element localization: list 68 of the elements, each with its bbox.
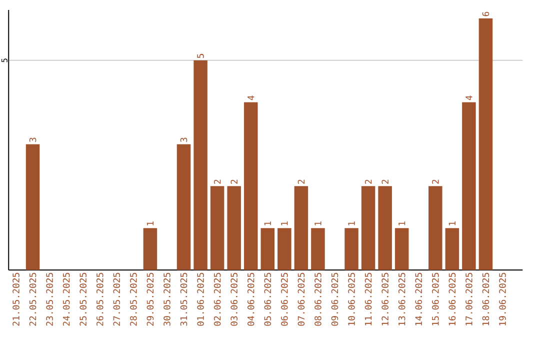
- x-tick-label: 23.05.2025: [46, 272, 53, 326]
- data-label: 2: [432, 180, 439, 184]
- data-label: 1: [448, 222, 456, 226]
- x-tick-label: 08.06.2025: [314, 272, 322, 326]
- x-tick-label: 30.05.2025: [164, 272, 170, 326]
- x-tick-label: 26.05.2025: [96, 272, 104, 326]
- x-tick-label: 13.06.2025: [398, 272, 406, 326]
- x-tick-label: 14.06.2025: [415, 272, 422, 326]
- bar: [294, 186, 308, 270]
- data-label: 3: [29, 138, 36, 142]
- x-tick-label: 12.06.2025: [382, 272, 388, 326]
- x-tick-label: 09.06.2025: [331, 272, 338, 326]
- x-tick-label: 28.05.2025: [130, 272, 137, 326]
- bar: [194, 60, 208, 270]
- x-tick-label: 05.06.2025: [264, 272, 272, 326]
- x-tick-label: 31.05.2025: [180, 272, 188, 326]
- x-tick-label: 21.05.2025: [12, 272, 20, 326]
- x-tick-label: 11.06.2025: [364, 272, 372, 326]
- data-label: 2: [214, 180, 221, 184]
- bar: [176, 144, 191, 270]
- bar: [143, 228, 158, 270]
- bar: [478, 18, 493, 270]
- data-label: 2: [230, 180, 238, 184]
- x-tick-label: 03.06.2025: [230, 272, 238, 326]
- x-tick-label: 22.05.2025: [29, 272, 36, 326]
- x-tick-label: 29.05.2025: [146, 272, 154, 326]
- data-label: 2: [364, 180, 372, 184]
- data-label: 1: [146, 222, 154, 226]
- x-tick-label: 17.06.2025: [466, 272, 472, 326]
- bar: [344, 228, 358, 270]
- x-tick-label: 01.06.2025: [197, 272, 204, 326]
- data-label: 1: [281, 222, 288, 226]
- data-label: 4: [466, 96, 472, 100]
- bar: [227, 186, 241, 270]
- data-label: 6: [482, 12, 490, 16]
- data-label: 2: [382, 180, 388, 184]
- data-label: 5: [197, 54, 204, 58]
- data-label: 1: [348, 222, 355, 226]
- bar: [260, 228, 275, 270]
- x-tick-label: 15.06.2025: [432, 272, 439, 326]
- x-tick-label: 06.06.2025: [281, 272, 288, 326]
- x-tick-label: 24.05.2025: [62, 272, 70, 326]
- bar: [394, 228, 409, 270]
- bar: [311, 228, 325, 270]
- x-tick-label: 07.06.2025: [298, 272, 305, 326]
- x-tick-label: 04.06.2025: [247, 272, 254, 326]
- x-tick-label: 27.05.2025: [113, 272, 120, 326]
- bar: [210, 186, 224, 270]
- data-label: 1: [264, 222, 271, 226]
- data-label: 3: [180, 138, 188, 142]
- bar: [445, 228, 460, 270]
- data-label: 1: [314, 222, 322, 226]
- data-label: 4: [248, 96, 254, 100]
- x-tick-label: 18.06.2025: [482, 272, 490, 326]
- bar: [462, 102, 476, 270]
- x-tick-label: 25.05.2025: [80, 272, 87, 326]
- data-label: 1: [398, 222, 406, 226]
- bar: [378, 186, 392, 270]
- bar: [26, 144, 40, 270]
- x-tick-label: 02.06.2025: [214, 272, 221, 326]
- bar: [428, 186, 442, 270]
- x-tick-label: 16.06.2025: [448, 272, 456, 326]
- bar: [244, 102, 258, 270]
- data-label: 2: [298, 180, 305, 184]
- bar: [278, 228, 292, 270]
- x-tick-label: 19.06.2025: [499, 272, 506, 326]
- x-tick-label: 10.06.2025: [348, 272, 355, 326]
- bar: [361, 186, 376, 270]
